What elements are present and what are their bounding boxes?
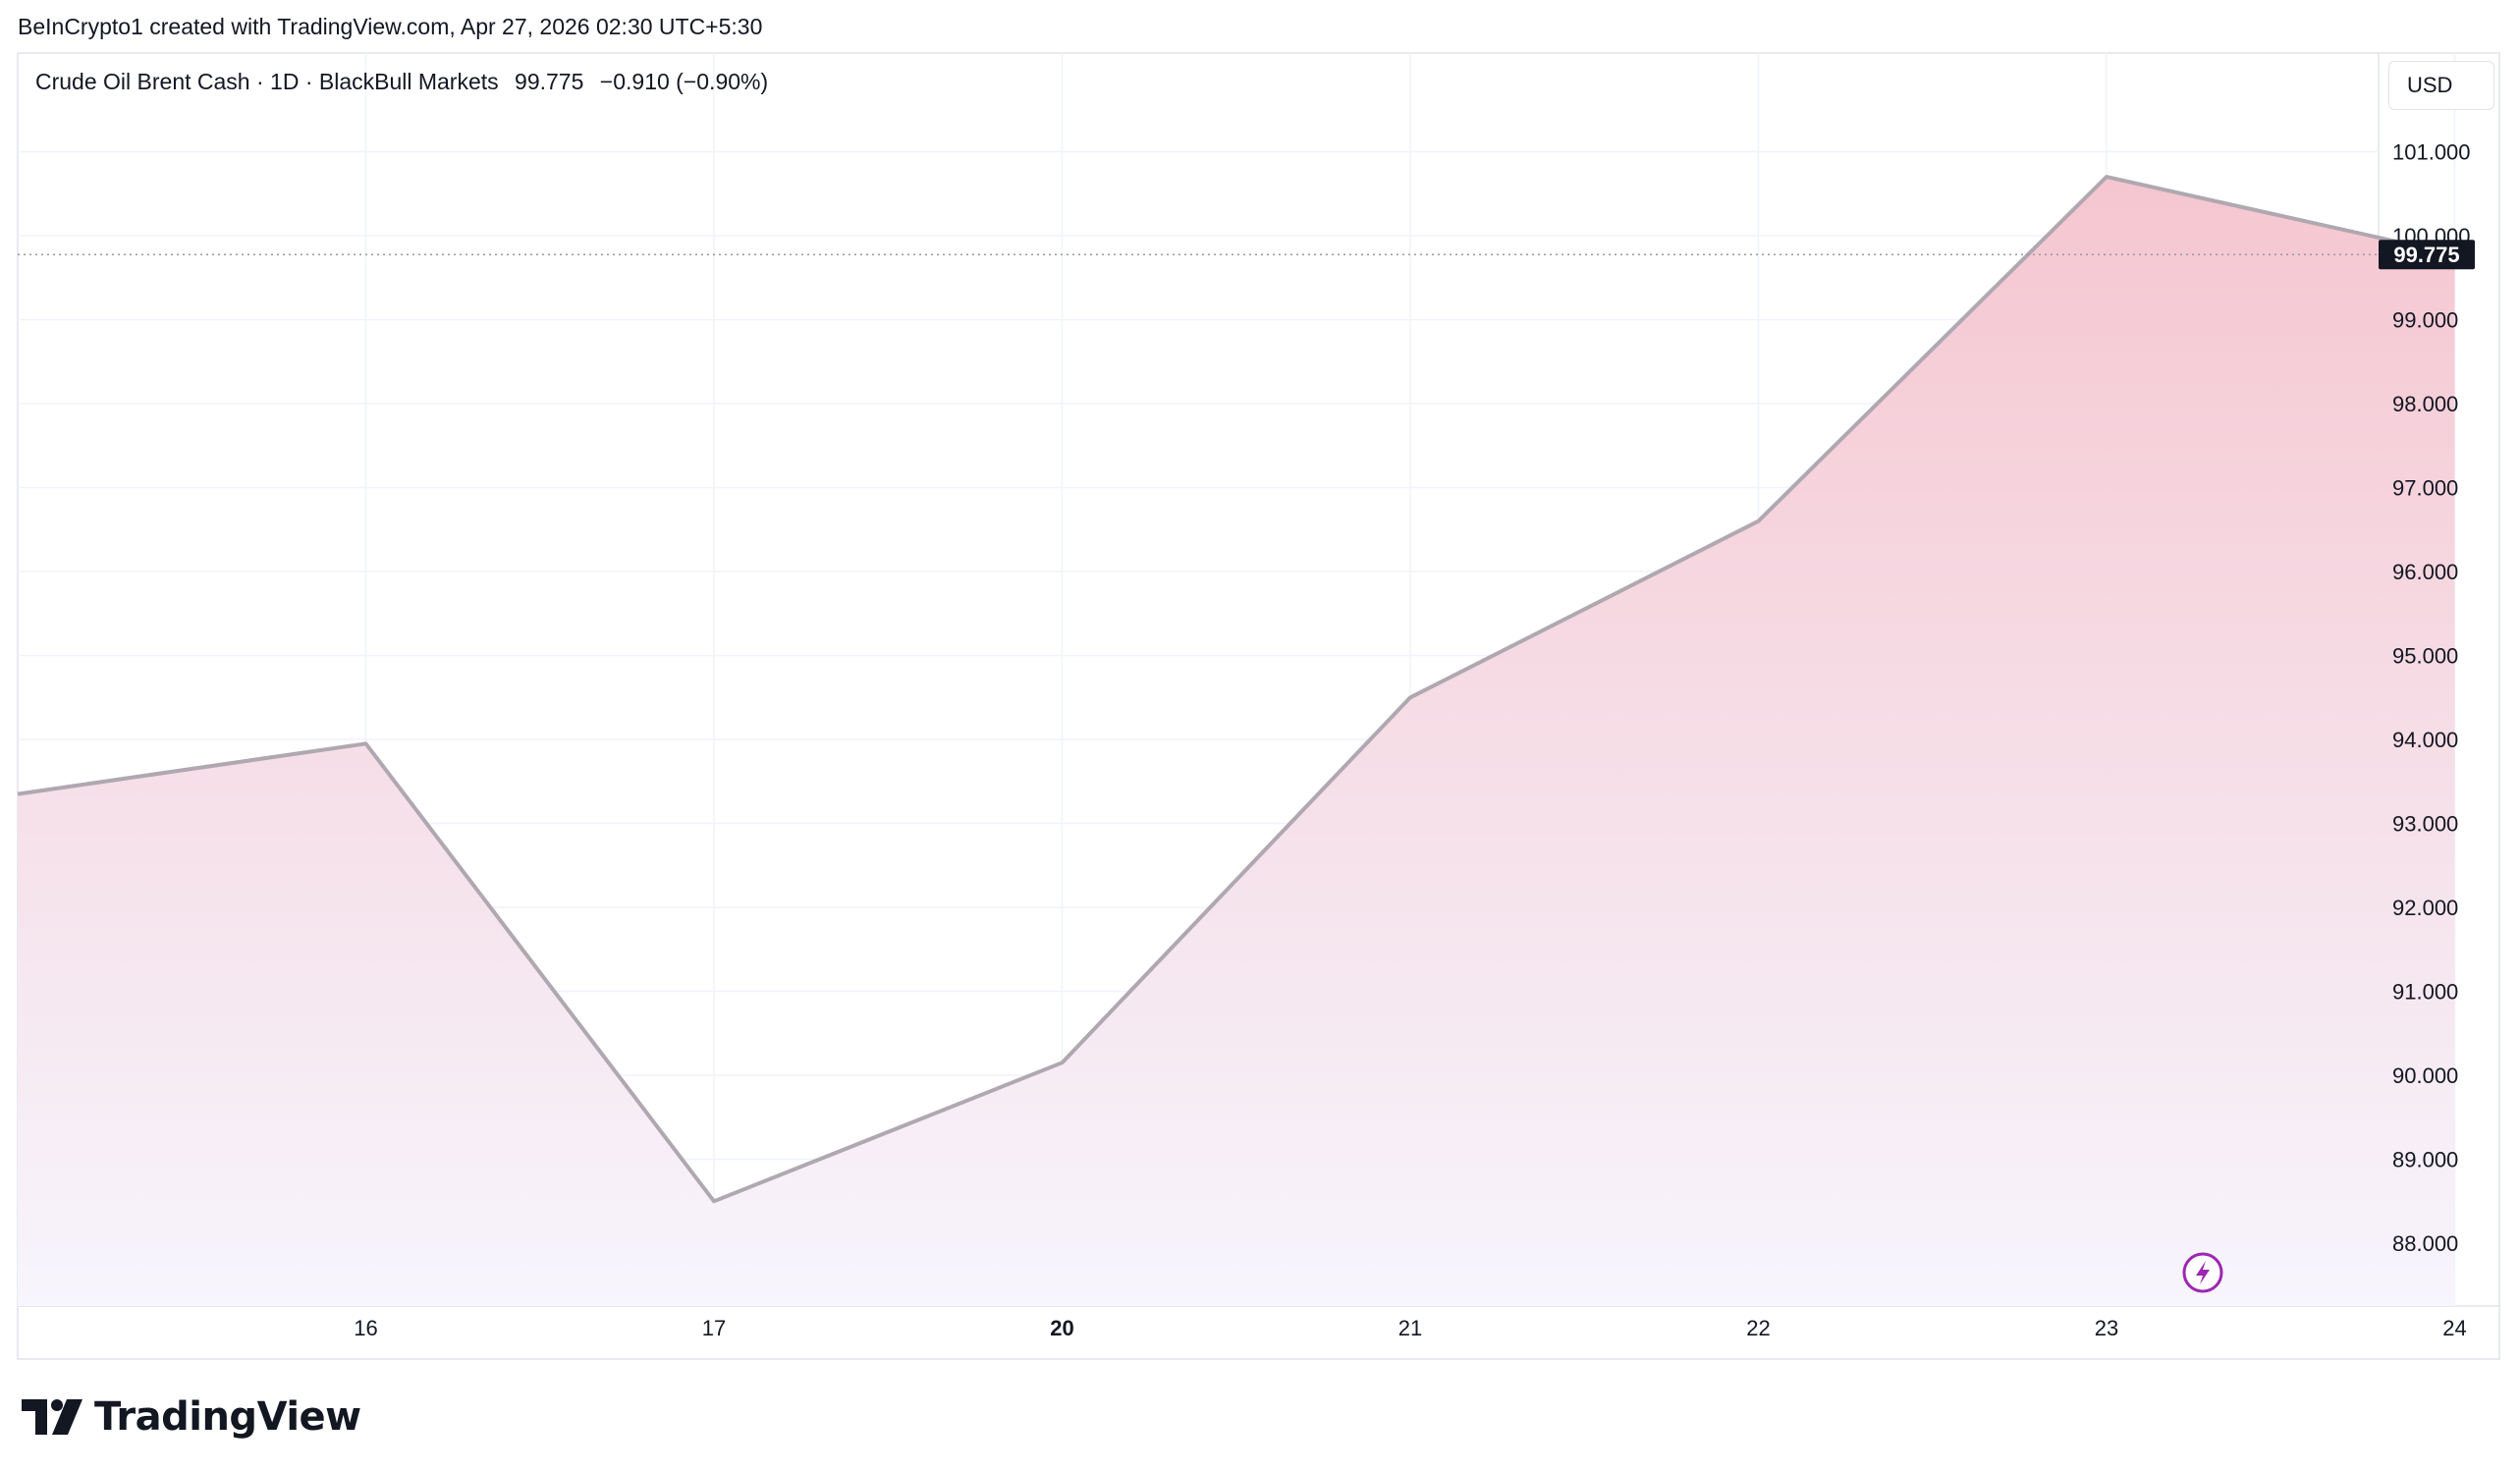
series: [17, 175, 2455, 1307]
y-tick-label: 94.000: [2392, 728, 2458, 752]
y-tick-label: 96.000: [2392, 560, 2458, 584]
last-price-tag-layer: 99.775: [18, 240, 2475, 270]
brand-name: TradingView: [94, 1394, 361, 1440]
last-price-tag: [2379, 240, 2475, 270]
time-axis: 16 17 20 21 22 23 24: [354, 1316, 2466, 1340]
tradingview-mark-icon: [22, 1399, 82, 1435]
price-axis: 88.000 89.000 90.000 91.000 92.000 93.000 94.0…: [2392, 140, 2471, 1257]
x-tick-label: 22: [1746, 1316, 1770, 1340]
y-tick-label: 88.000: [2392, 1231, 2458, 1256]
tradingview-logo[interactable]: TradingView: [22, 1392, 361, 1442]
symbol-legend[interactable]: Crude Oil Brent Cash · 1D · BlackBull Ma…: [35, 69, 778, 95]
y-tick-label: 97.000: [2392, 476, 2458, 501]
last-price: 99.775: [515, 69, 584, 94]
y-tick-label: 89.000: [2392, 1148, 2458, 1172]
x-tick-label: 24: [2442, 1316, 2466, 1340]
y-tick-label: 90.000: [2392, 1063, 2458, 1088]
x-tick-label: 17: [702, 1316, 726, 1340]
y-tick-label: 92.000: [2392, 896, 2458, 920]
last-price-tag-label: 99.775: [2393, 243, 2459, 267]
x-tick-label: 23: [2095, 1316, 2118, 1340]
currency-button[interactable]: USD: [2388, 61, 2494, 110]
chart-frame: [17, 52, 2500, 1360]
lightning-icon[interactable]: [2182, 1252, 2223, 1293]
y-tick-label: 93.000: [2392, 812, 2458, 837]
price-change: −0.910 (−0.90%): [599, 69, 769, 94]
y-tick-label: 99.000: [2392, 308, 2458, 333]
y-tick-label: 95.000: [2392, 644, 2458, 669]
x-tick-label: 20: [1050, 1316, 1073, 1340]
y-tick-label: 98.000: [2392, 392, 2458, 416]
price-line: [17, 175, 2455, 1204]
x-tick-label: 16: [354, 1316, 377, 1340]
y-tick-label: 91.000: [2392, 980, 2458, 1005]
symbol-name: Crude Oil Brent Cash · 1D · BlackBull Ma…: [35, 69, 499, 94]
y-tick-label: 101.000: [2392, 140, 2471, 165]
chart-caption: BeInCrypto1 created with TradingView.com…: [18, 14, 763, 39]
x-tick-label: 21: [1398, 1316, 1422, 1340]
area-fill: [18, 177, 2455, 1307]
